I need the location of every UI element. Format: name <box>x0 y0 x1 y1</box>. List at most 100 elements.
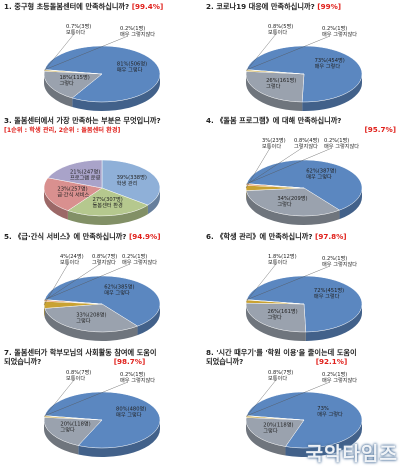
leader-line <box>246 381 331 416</box>
pie-slice-side <box>246 420 286 456</box>
pie-slice-side <box>137 304 160 336</box>
pie-slice-1 <box>245 187 341 217</box>
slice-label: 20%(118명) 그렇다 <box>60 421 90 434</box>
leader-line <box>246 147 333 184</box>
leader-line <box>44 35 129 70</box>
pie-chart: 62%(387명) 매우 그렇다 34%(209명) 그렇다 3%(23명) 보통이다 0.… <box>245 137 363 225</box>
pie-slice-side <box>246 74 303 111</box>
slice-label: 0.2%(1명) 매우 그렇지않다 <box>322 371 357 384</box>
slice-label: 0.8%(4명) 그렇지않다 <box>294 137 319 150</box>
pie-slice-side <box>305 304 362 341</box>
slice-label: 0.2%(1명) 매우 그렇지않다 <box>120 371 155 384</box>
slice-label: 0.2%(1명) 매우 그렇지않다 <box>122 253 157 266</box>
pie-slice-side <box>339 188 362 220</box>
slice-label: 21%(247명) 프로그램 운영 <box>70 168 101 181</box>
slice-label: 0.7%(3명) 보통이다 <box>66 23 91 36</box>
watermark-logo: 국악타임즈 <box>305 443 398 465</box>
chart-panel-8: 8. '시간 때우기'를 '학원 이용'을 줄이는데 도움이 되었습니까? [9… <box>206 348 402 462</box>
slice-label: 20%(118명) 그렇다 <box>263 421 293 434</box>
leader-line <box>246 147 303 185</box>
slice-label: 3%(23명) 보통이다 <box>262 137 286 150</box>
pie-slice-side <box>246 304 306 341</box>
pie-chart: 73% 매우 그렇다 20%(118명) 그렇다 0.8%(7명) 보통이다 0.2%(1명… <box>245 369 363 457</box>
chart-panel-2: 2. 코로나19 대응에 만족하십니까? [99%] 73%(454명) 매우 그… <box>206 2 402 116</box>
pie-chart: 80%(480명) 매우 그렇다 20%(118명) 그렇다 0.8%(7명) 보통이다 0… <box>43 369 161 457</box>
pie-slice-0 <box>44 275 161 327</box>
slice-label: 0.8%(7명) 보통이다 <box>268 369 293 382</box>
satisfaction-rate: [98.7%] <box>113 357 146 366</box>
leader-line <box>246 265 331 300</box>
pie-slice-side <box>67 205 148 225</box>
ranking-subtitle: [1순위 : 학생 관리, 2순위 : 돌봄센터 환경] <box>4 127 121 134</box>
pie-slice-1 <box>43 70 103 99</box>
pie-slice-1 <box>245 71 305 103</box>
slice-label: 26%(161명) 그렇다 <box>267 308 297 321</box>
slice-label: 39%(338명) 학생 관리 <box>117 174 147 187</box>
pie-slice-0 <box>101 159 161 206</box>
chart-panel-5: 5. 《급·간식 서비스》에 만족하십니까? [94.9%] 62%(385명)… <box>4 232 200 346</box>
question-title-line2: 되었습니까? [98.7%] <box>4 357 146 366</box>
slice-label: 0.8%(7명) 보통이다 <box>66 369 91 382</box>
chart-panel-4: 4. 《돌봄 프로그램》에 대해 만족하십니까? [95.7%] 62%(387… <box>206 116 402 230</box>
slice-label: 27%(307명) 돌봄센터 환경 <box>93 196 124 209</box>
chart-panel-6: 6. 《학생 관리》에 만족하십니까? [97.8%] 72%(451명) 매우 … <box>206 232 402 346</box>
pie-chart: 81%(506명) 매우 그렇다 18%(115명) 그렇다 0.7%(3명) 보통이다 0… <box>43 23 161 111</box>
leader-line <box>44 381 129 416</box>
pie-slice-side <box>44 420 79 455</box>
pie-slice-0 <box>246 45 363 103</box>
question-title: 1. 중구형 초등돌봄센터에 만족하십니까? [99.4%] <box>4 2 164 11</box>
slice-label: 62%(387명) 매우 그렇다 <box>306 168 336 181</box>
satisfaction-rate: [92.1%] <box>315 357 348 366</box>
chart-panel-7: 7. 돌봄센터가 학부모님의 사회활동 참여에 도움이 되었습니까? [98.7… <box>4 348 200 462</box>
pie-slice-0 <box>246 275 363 333</box>
pie-slice-0 <box>246 391 363 449</box>
slice-label: 80%(480명) 매우 그렇다 <box>116 406 146 419</box>
slice-label: 72%(451명) 매우 그렇다 <box>314 287 344 300</box>
slice-label: 73%(454명) 매우 그렇다 <box>315 57 345 70</box>
leader-line <box>246 379 277 417</box>
satisfaction-rate: [99.4%] <box>131 2 164 11</box>
leader-line <box>44 263 131 300</box>
question-title: 2. 코로나19 대응에 만족하십니까? [99%] <box>206 2 342 11</box>
slice-label: 62%(385명) 매우 그렇다 <box>104 284 134 297</box>
pie-slice-side <box>44 74 73 108</box>
leader-line <box>245 147 271 189</box>
slice-label: 73% 매우 그렇다 <box>317 406 343 418</box>
slice-label: 0.2%(1명) 매우 그렇지않다 <box>322 25 357 38</box>
slice-label: 81%(506명) 매우 그렇다 <box>117 60 147 73</box>
leader-line <box>44 33 75 71</box>
satisfaction-rate: [95.7%] <box>364 125 396 134</box>
slice-label: 0.8%(5명) 보통이다 <box>268 23 293 36</box>
pie-chart: 72%(451명) 매우 그렇다 26%(161명) 그렇다 1.8%(12명) 보통이다… <box>245 253 363 341</box>
pie-slice-1 <box>43 417 103 446</box>
pie-slice-1 <box>245 417 305 447</box>
pie-slice-3 <box>47 159 103 189</box>
question-title: 5. 《급·간식 서비스》에 만족하십니까? [94.9%] <box>4 232 161 241</box>
pie-slice-side <box>78 420 160 457</box>
slice-label: 0.2%(1명) 매우 그렇지않다 <box>120 25 155 38</box>
pie-slice-side <box>302 74 362 111</box>
pie-chart: 73%(454명) 매우 그렇다 26%(161명) 그렇다 0.8%(5명) 보통이다 0… <box>245 23 363 111</box>
leader-line <box>246 263 277 302</box>
slice-label: 1.8%(12명) 보통이다 <box>268 253 297 266</box>
slice-label: 23%(257명) 급·간식 서비스 <box>57 185 89 198</box>
leader-line <box>246 33 277 71</box>
leader-line <box>44 379 75 417</box>
question-title: 7. 돌봄센터가 학부모님의 사회활동 참여에 도움이 <box>4 348 157 357</box>
pie-chart: 62%(385명) 매우 그렇다 33%(208명) 그렇다 4%(24명) 보통이다 0.… <box>43 253 161 341</box>
chart-panel-3: 3. 돌봄센터에서 가장 만족하는 부분은 무엇입니까? [1순위 : 학생 관… <box>4 116 200 230</box>
slice-label: 0.8%(7명) 그렇지않다 <box>92 253 117 266</box>
slice-label: 33%(208명) 그렇다 <box>76 311 106 324</box>
slice-label: 18%(115명) 그렇다 <box>59 74 89 87</box>
slice-label: 0.2%(1명) 매우 그렇지않다 <box>322 255 357 268</box>
chart-panel-1: 1. 중구형 초등돌봄센터에 만족하십니까? [99.4%] 81%(506명)… <box>4 2 200 116</box>
pie-slice-side <box>246 190 340 225</box>
pie-slice-1 <box>44 303 139 333</box>
pie-slice-side <box>44 308 138 341</box>
satisfaction-rate: [94.9%] <box>129 232 161 241</box>
slice-label: 34%(209명) 그렇다 <box>277 195 307 208</box>
slice-label: 4%(24명) 보통이다 <box>60 253 84 266</box>
pie-chart: 39%(338명) 학생 관리 27%(307명) 돌봄센터 환경 23%(257명) 급… <box>43 159 161 225</box>
question-title: 3. 돌봄센터에서 가장 만족하는 부분은 무엇입니까? <box>4 116 161 125</box>
pie-slice-side <box>147 188 160 215</box>
